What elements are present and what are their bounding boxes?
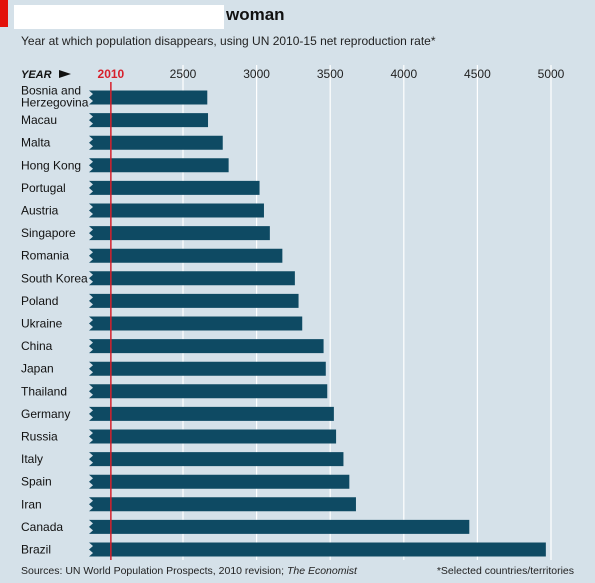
- bar-5: [89, 203, 264, 218]
- category-label-1: Macau: [21, 113, 57, 127]
- bar-19: [89, 519, 470, 534]
- x-axis-word: YEAR: [21, 69, 52, 81]
- category-label-13: Thailand: [21, 384, 67, 398]
- x-tick-label-3500: 3500: [317, 67, 344, 81]
- bar-14: [89, 406, 334, 421]
- category-label-17: Spain: [21, 475, 52, 489]
- category-label-4: Portugal: [21, 181, 66, 195]
- category-label-3: Hong Kong: [21, 158, 81, 172]
- arrow-right-icon: [59, 70, 71, 78]
- bar-2: [89, 135, 223, 150]
- bar-1: [89, 113, 209, 128]
- brand-tab: [0, 0, 8, 27]
- bar-13: [89, 384, 328, 399]
- category-label-7: Romania: [21, 249, 69, 263]
- title-mask: [14, 5, 224, 29]
- reference-label-2010: 2010: [98, 67, 125, 81]
- category-label-9: Poland: [21, 294, 58, 308]
- chart-subtitle: Year at which population disappears, usi…: [21, 34, 436, 48]
- bar-0: [89, 90, 208, 105]
- category-label-8: South Korea: [21, 271, 88, 285]
- x-tick-label-4500: 4500: [464, 67, 491, 81]
- bar-9: [89, 293, 299, 308]
- bar-12: [89, 361, 326, 376]
- category-label-15: Russia: [21, 430, 58, 444]
- category-label-19: Canada: [21, 520, 63, 534]
- sources-publication: The Economist: [286, 565, 357, 577]
- category-label-2: Malta: [21, 136, 51, 150]
- bar-10: [89, 316, 303, 331]
- category-label-11: China: [21, 339, 53, 353]
- bar-8: [89, 271, 295, 286]
- sources-prefix: Sources: UN World Population Prospects, …: [21, 565, 287, 577]
- bar-17: [89, 474, 350, 489]
- sources-note: Sources: UN World Population Prospects, …: [21, 565, 357, 577]
- category-label-5: Austria: [21, 204, 59, 218]
- x-tick-label-3000: 3000: [243, 67, 270, 81]
- bar-7: [89, 248, 283, 263]
- bar-20: [89, 542, 546, 557]
- bar-4: [89, 180, 260, 195]
- bar-6: [89, 226, 270, 241]
- category-label-20: Brazil: [21, 543, 51, 557]
- footnote: *Selected countries/territories: [436, 565, 574, 577]
- category-label-14: Germany: [21, 407, 70, 421]
- chart-title: woman: [226, 5, 285, 24]
- bar-15: [89, 429, 337, 444]
- x-tick-label-4000: 4000: [390, 67, 417, 81]
- x-tick-label-5000: 5000: [538, 67, 565, 81]
- bar-11: [89, 339, 324, 354]
- bar-3: [89, 158, 229, 173]
- category-label-6: Singapore: [21, 226, 76, 240]
- x-tick-label-2500: 2500: [170, 67, 197, 81]
- bar-18: [89, 497, 356, 512]
- bar-16: [89, 452, 344, 467]
- category-label-16: Italy: [21, 452, 43, 466]
- category-label-12: Japan: [21, 362, 54, 376]
- category-label-18: Iran: [21, 497, 42, 511]
- category-label-0: Bosnia and Herzegovina: [21, 84, 89, 110]
- category-label-10: Ukraine: [21, 317, 63, 331]
